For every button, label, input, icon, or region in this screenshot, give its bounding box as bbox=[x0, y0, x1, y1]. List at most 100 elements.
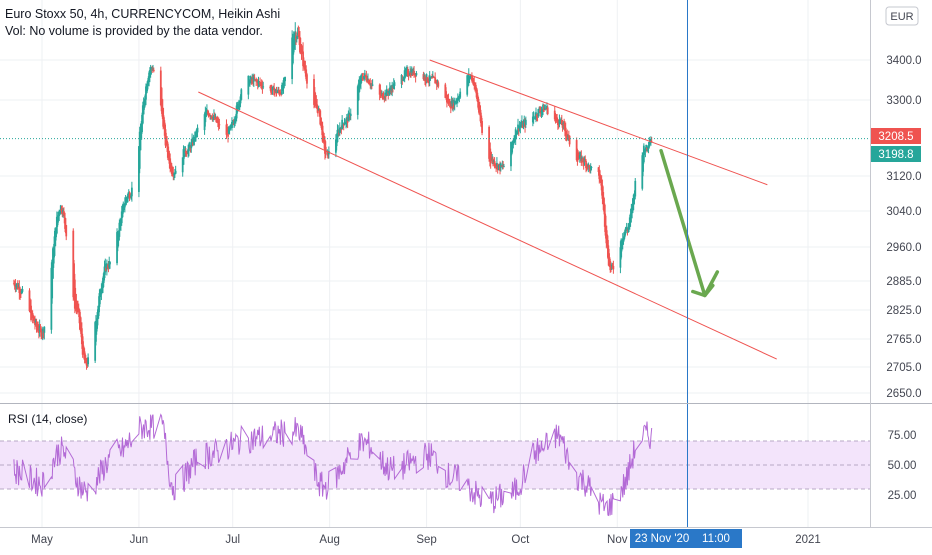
candle-body bbox=[116, 234, 119, 248]
drawings-layer[interactable] bbox=[198, 59, 777, 360]
candle-body bbox=[232, 123, 235, 125]
candle-body bbox=[164, 129, 167, 146]
candle-body bbox=[537, 109, 540, 117]
rsi-line bbox=[13, 413, 653, 517]
candle-body bbox=[371, 84, 374, 86]
candle-body bbox=[564, 124, 566, 131]
candle-body bbox=[15, 285, 18, 287]
candle-body bbox=[53, 236, 56, 256]
prev-price-label: 3198.8 bbox=[878, 149, 913, 161]
candle-body bbox=[43, 326, 46, 333]
candle-body bbox=[624, 227, 627, 233]
time-tick-label: Jul bbox=[225, 534, 240, 546]
candle-body bbox=[503, 166, 505, 168]
last-price-label: 3208.5 bbox=[878, 131, 913, 143]
candle-body bbox=[98, 296, 100, 313]
candle-body bbox=[196, 127, 199, 133]
candle-body bbox=[472, 78, 475, 86]
projection-arrow-head bbox=[691, 283, 715, 298]
rsi-tick-label: 75.00 bbox=[888, 430, 917, 442]
price-tick-label: 2765.0 bbox=[886, 334, 921, 346]
candle-body bbox=[170, 165, 173, 175]
currency-badge[interactable]: EUR bbox=[885, 6, 919, 26]
candle-body bbox=[646, 147, 648, 149]
price-tick-label: 3400.0 bbox=[886, 55, 921, 67]
candle-body bbox=[641, 155, 644, 189]
candle-body bbox=[631, 208, 634, 214]
crosshair-date-label: 23 Nov '20 bbox=[635, 533, 690, 545]
candle-body bbox=[183, 156, 186, 158]
candle-body bbox=[87, 357, 90, 365]
candle-body bbox=[271, 86, 274, 91]
candle-body bbox=[342, 122, 344, 125]
candle-body bbox=[276, 91, 279, 93]
candle-body bbox=[299, 44, 302, 54]
candle-body bbox=[469, 76, 472, 78]
candle-body bbox=[339, 127, 342, 131]
candle-body bbox=[55, 229, 57, 238]
price-axis[interactable]: 3400.0 3300.0 3120.0 3040.0 2960.0 2885.0 2825… bbox=[886, 55, 921, 400]
time-tick-label: May bbox=[31, 534, 53, 546]
candlestick-series bbox=[0, 22, 870, 370]
candle-body bbox=[195, 135, 197, 137]
candle-body bbox=[78, 309, 81, 324]
candle-body bbox=[568, 135, 571, 145]
candle-body bbox=[612, 265, 615, 270]
candle-body bbox=[306, 74, 308, 84]
candle-body bbox=[269, 86, 272, 89]
candle-body bbox=[534, 117, 537, 119]
candle-body bbox=[390, 89, 393, 93]
candle-body bbox=[193, 140, 196, 142]
candle-body bbox=[126, 197, 129, 200]
rsi-series bbox=[13, 413, 653, 517]
candle-body bbox=[37, 329, 40, 333]
candle-body bbox=[144, 95, 147, 104]
channel-upper-line bbox=[429, 59, 768, 186]
candle-body bbox=[516, 130, 519, 135]
candle-body bbox=[383, 97, 386, 99]
candle-body bbox=[454, 102, 457, 104]
candle-body bbox=[393, 82, 396, 86]
candle-body bbox=[556, 119, 559, 125]
candle-body bbox=[116, 232, 118, 264]
candle-body bbox=[81, 336, 84, 355]
candle-body bbox=[123, 206, 125, 208]
candle-body bbox=[630, 208, 633, 218]
candle-body bbox=[21, 289, 24, 292]
candle-body bbox=[524, 119, 527, 125]
candle-body bbox=[127, 193, 129, 199]
candle-body bbox=[643, 149, 646, 154]
candle-body bbox=[171, 169, 174, 176]
candle-body bbox=[400, 75, 403, 85]
candle-body bbox=[173, 173, 175, 175]
candle-body bbox=[403, 70, 406, 79]
time-tick-label: 2021 bbox=[795, 534, 821, 546]
crosshair-time-label: 11:00 bbox=[702, 533, 730, 545]
candle-body bbox=[415, 73, 418, 76]
rsi-tick-label: 50.00 bbox=[888, 460, 917, 472]
candle-body bbox=[80, 328, 83, 345]
price-tick-label: 2960.0 bbox=[886, 242, 921, 254]
time-axis[interactable]: May Jun Jul Aug Sep Oct Nov 2021 bbox=[31, 534, 821, 546]
candle-body bbox=[215, 117, 218, 123]
candle-body bbox=[262, 86, 265, 88]
prev-price-badge: 3198.8 bbox=[871, 146, 921, 162]
channel-lower-line bbox=[198, 91, 777, 360]
candle-body bbox=[147, 78, 150, 86]
candle-body bbox=[347, 113, 350, 122]
candle-body bbox=[456, 97, 459, 102]
rsi-axis[interactable]: 75.00 50.00 25.00 bbox=[888, 430, 917, 502]
candle-body bbox=[173, 173, 176, 175]
candle-body bbox=[65, 225, 68, 237]
candle-body bbox=[230, 124, 233, 128]
candle-body bbox=[13, 283, 16, 287]
time-tick-label: Nov bbox=[607, 534, 628, 546]
candle-body bbox=[431, 77, 433, 79]
price-tick-label: 2825.0 bbox=[886, 305, 921, 317]
crosshair-date-badge: 23 Nov '20 11:00 bbox=[630, 529, 742, 548]
candle-body bbox=[402, 79, 405, 81]
candle-body bbox=[392, 88, 394, 90]
candle-body bbox=[474, 83, 476, 87]
